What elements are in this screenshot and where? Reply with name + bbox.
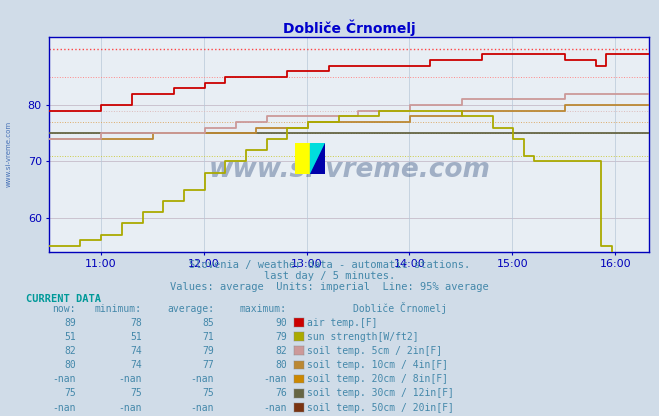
Text: 82: 82 [64,346,76,356]
Text: -nan: -nan [118,374,142,384]
Text: 79: 79 [275,332,287,342]
Text: www.si-vreme.com: www.si-vreme.com [5,121,12,187]
Text: 80: 80 [275,360,287,370]
Text: soil temp. 5cm / 2in[F]: soil temp. 5cm / 2in[F] [307,346,442,356]
Text: -nan: -nan [190,374,214,384]
Text: 82: 82 [275,346,287,356]
Text: 75: 75 [64,389,76,399]
Text: 74: 74 [130,346,142,356]
Text: 90: 90 [275,318,287,328]
Polygon shape [310,143,325,174]
Text: -nan: -nan [263,374,287,384]
Text: sun strength[W/ft2]: sun strength[W/ft2] [307,332,418,342]
Text: -nan: -nan [263,403,287,413]
Text: CURRENT DATA: CURRENT DATA [26,294,101,304]
Title: Dobliče Črnomelj: Dobliče Črnomelj [283,20,416,36]
Text: 79: 79 [202,346,214,356]
Bar [295,143,310,174]
Text: soil temp. 50cm / 20in[F]: soil temp. 50cm / 20in[F] [307,403,454,413]
Text: 89: 89 [64,318,76,328]
Text: average:: average: [167,304,214,314]
Text: -nan: -nan [190,403,214,413]
Text: -nan: -nan [52,374,76,384]
Text: minimum:: minimum: [95,304,142,314]
Text: 71: 71 [202,332,214,342]
Text: 51: 51 [130,332,142,342]
Bar [310,143,325,174]
Text: now:: now: [52,304,76,314]
Text: 80: 80 [64,360,76,370]
Text: 78: 78 [130,318,142,328]
Text: 75: 75 [202,389,214,399]
Text: www.si-vreme.com: www.si-vreme.com [208,157,490,183]
Text: 74: 74 [130,360,142,370]
Text: last day / 5 minutes.: last day / 5 minutes. [264,271,395,281]
Text: maximum:: maximum: [240,304,287,314]
Text: -nan: -nan [52,403,76,413]
Text: -nan: -nan [118,403,142,413]
Text: soil temp. 30cm / 12in[F]: soil temp. 30cm / 12in[F] [307,389,454,399]
Text: soil temp. 20cm / 8in[F]: soil temp. 20cm / 8in[F] [307,374,448,384]
Text: Dobliče Črnomelj: Dobliče Črnomelj [353,302,447,314]
Text: Slovenia / weather data - automatic stations.: Slovenia / weather data - automatic stat… [189,260,470,270]
Text: air temp.[F]: air temp.[F] [307,318,378,328]
Text: 77: 77 [202,360,214,370]
Text: 51: 51 [64,332,76,342]
Text: Values: average  Units: imperial  Line: 95% average: Values: average Units: imperial Line: 95… [170,282,489,292]
Text: soil temp. 10cm / 4in[F]: soil temp. 10cm / 4in[F] [307,360,448,370]
Text: 75: 75 [130,389,142,399]
Text: 76: 76 [275,389,287,399]
Text: 85: 85 [202,318,214,328]
